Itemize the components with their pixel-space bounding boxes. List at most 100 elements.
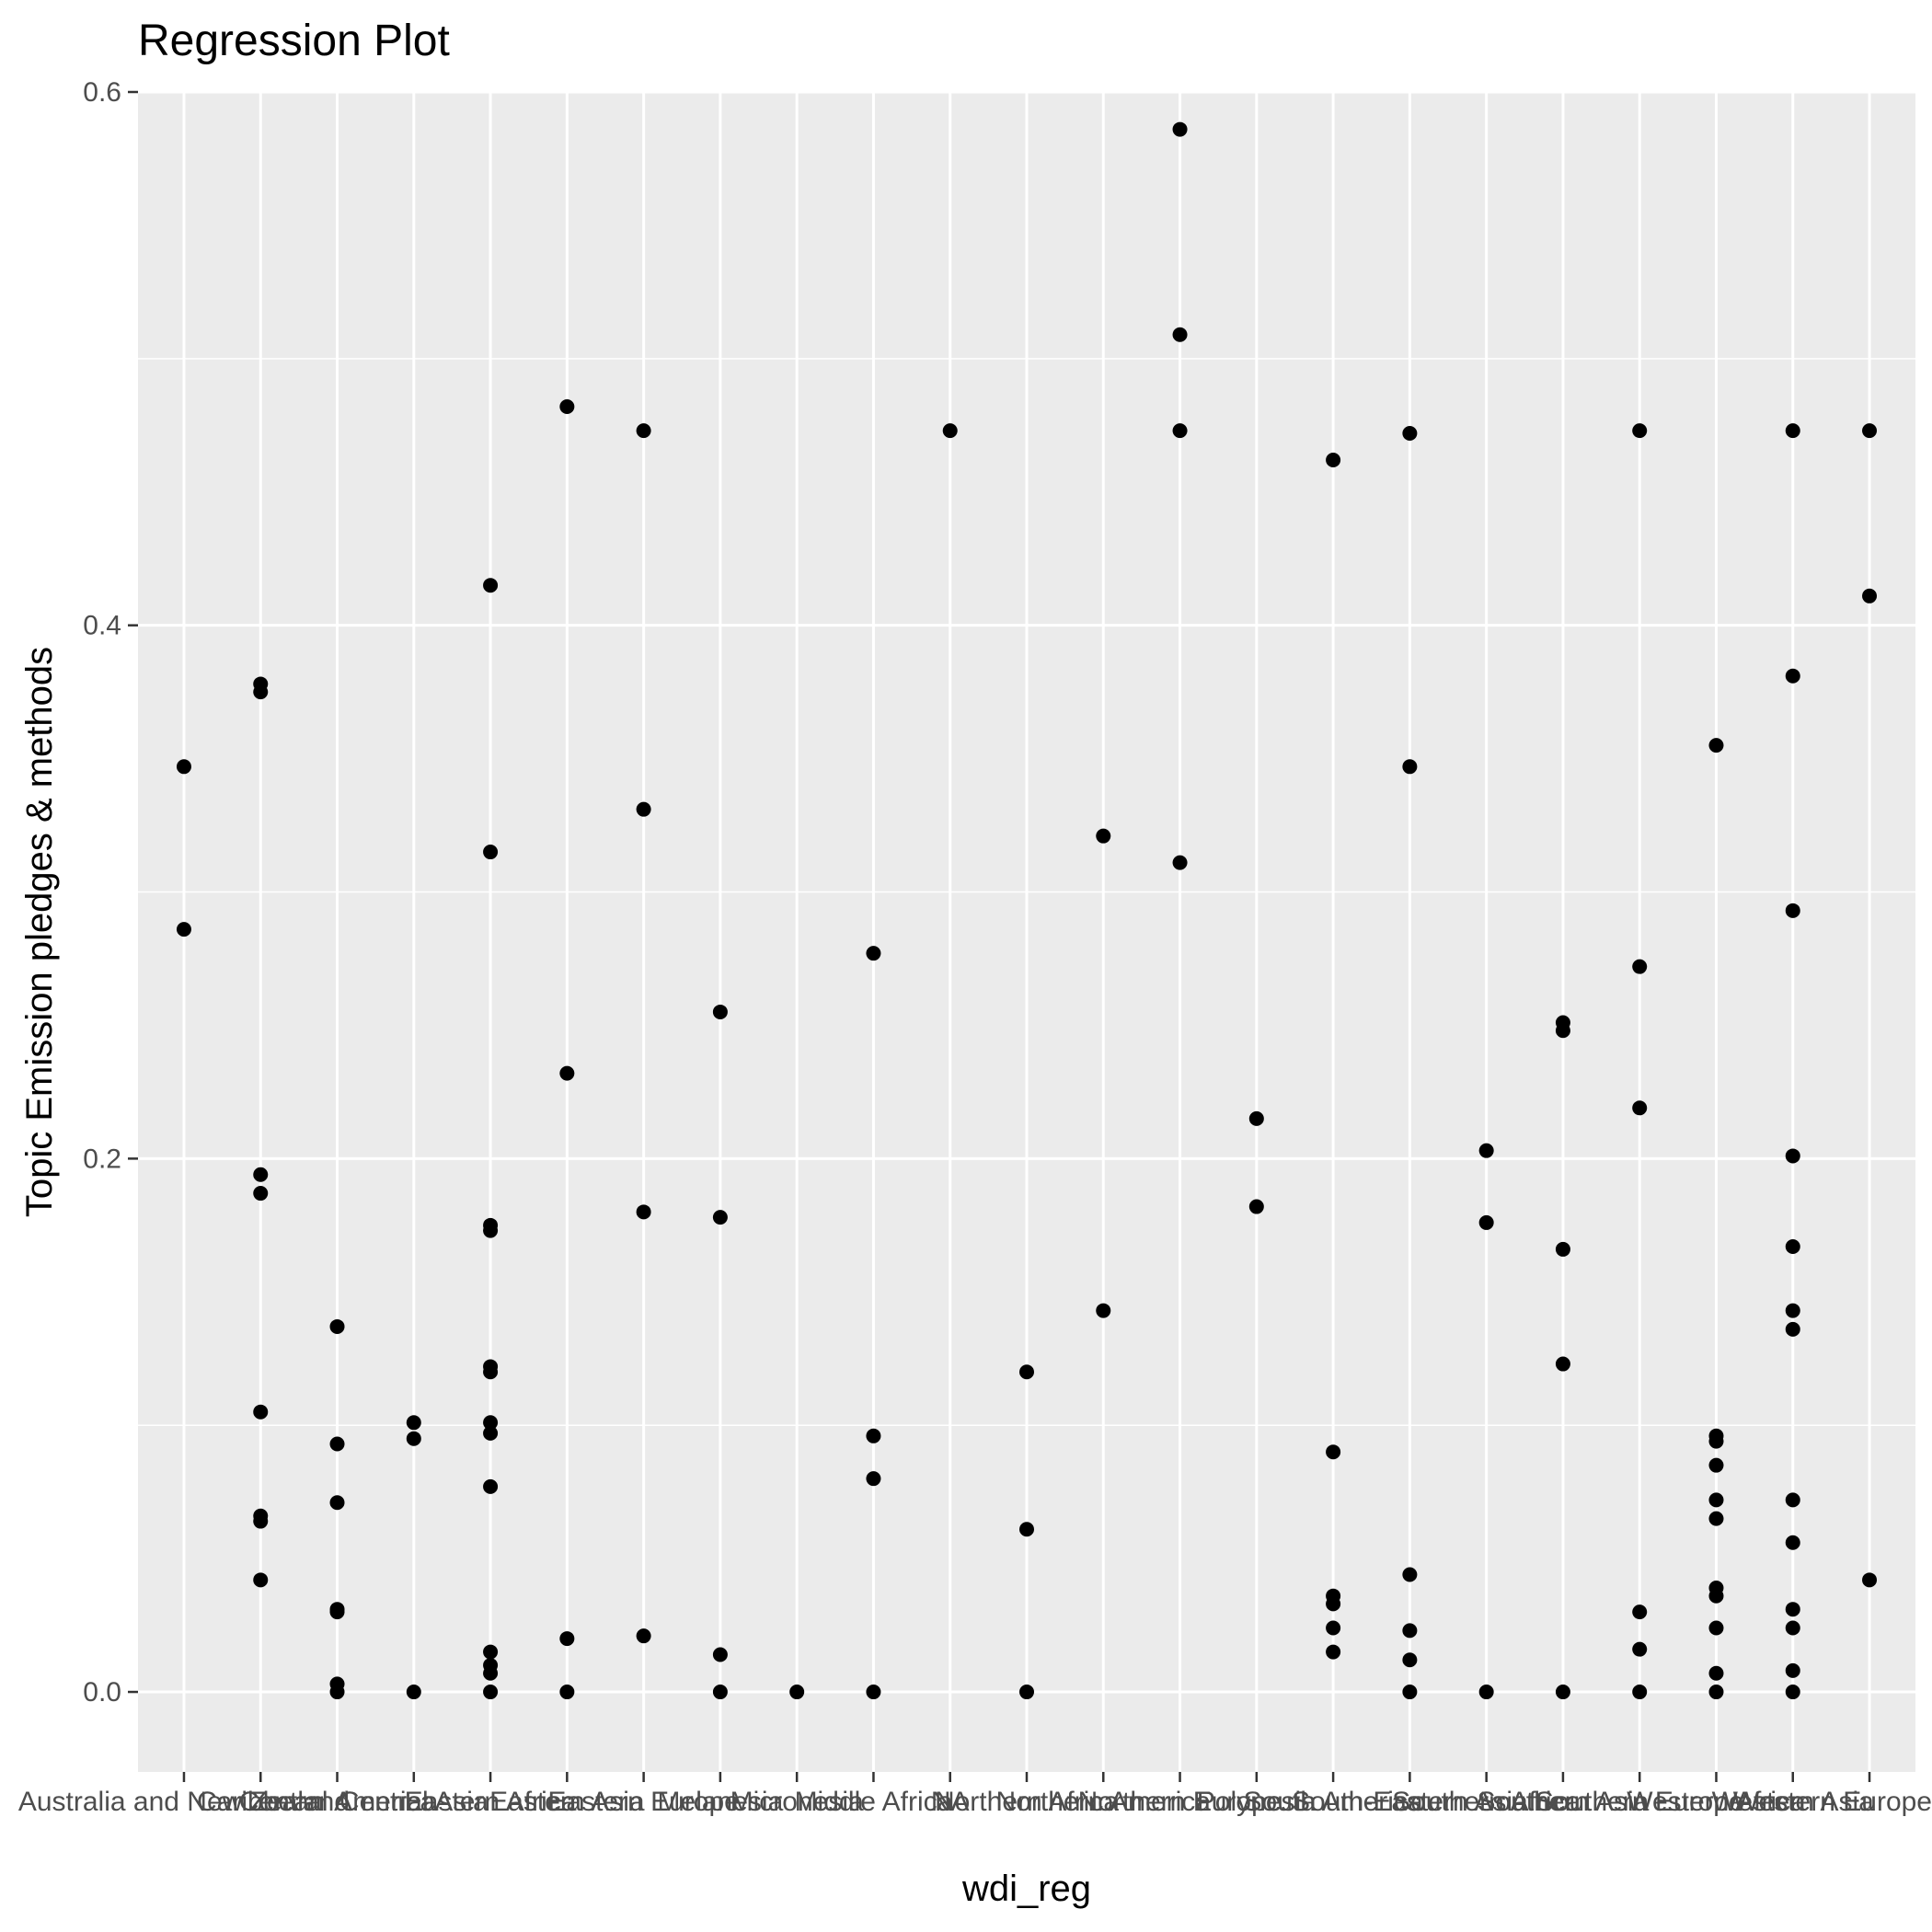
data-points [176, 121, 1878, 1700]
data-point [1402, 759, 1418, 775]
y-axis: 0.0 0.2 0.4 0.6 [83, 77, 138, 1708]
data-point [483, 1415, 499, 1431]
data-point [1708, 1620, 1724, 1636]
data-point [1096, 1303, 1111, 1318]
data-point [483, 1425, 499, 1441]
x-tick-label: Central Asia [339, 1787, 489, 1817]
data-point [636, 1628, 651, 1644]
data-point [1632, 959, 1648, 974]
data-point [176, 922, 191, 937]
data-point [1862, 1572, 1878, 1588]
data-point [1708, 1492, 1724, 1508]
x-tick-label: South-Eastern Asia [1292, 1787, 1528, 1817]
data-point [329, 1495, 345, 1511]
major-gridlines [138, 90, 1915, 1772]
data-point [329, 1604, 345, 1620]
data-point [1785, 1602, 1800, 1617]
data-point [483, 1223, 499, 1238]
x-tick-label: Micronesia [730, 1787, 864, 1817]
data-point [942, 423, 958, 439]
data-point [483, 1665, 499, 1681]
data-point [1862, 588, 1878, 604]
data-point [483, 1364, 499, 1380]
chart-title: Regression Plot [138, 17, 450, 65]
data-point [712, 1004, 728, 1019]
data-point [1708, 1665, 1724, 1681]
x-tick-label: Western Europe [1733, 1787, 1932, 1817]
data-point [329, 1436, 345, 1452]
y-tick-label: 0.4 [83, 611, 121, 641]
data-point [1478, 1214, 1494, 1230]
data-point [1402, 425, 1418, 441]
data-point [483, 1685, 499, 1700]
data-point [1632, 1100, 1648, 1116]
data-point [866, 946, 881, 961]
data-point [483, 1644, 499, 1660]
x-tick-label: Southern Europe [1535, 1787, 1744, 1817]
data-point [253, 1572, 269, 1588]
data-point [1555, 1685, 1570, 1700]
data-point [1326, 1644, 1341, 1660]
data-point [1019, 1522, 1034, 1537]
data-point [1785, 1303, 1800, 1318]
x-tick-label: Caribbean [197, 1787, 324, 1817]
data-point [1326, 1444, 1341, 1460]
data-point [712, 1210, 728, 1225]
data-point [1785, 903, 1800, 918]
data-point [1785, 1620, 1800, 1636]
data-point [789, 1685, 805, 1700]
x-tick-label: Australia and New Zealand [18, 1787, 350, 1817]
data-point [559, 1685, 575, 1700]
data-point [1019, 1685, 1034, 1700]
x-tick-label: Western Africa [1627, 1787, 1806, 1817]
x-tick-label: Eastern Europe [547, 1787, 739, 1817]
x-tick-label: NA [931, 1787, 970, 1817]
data-point [636, 801, 651, 817]
data-point [1248, 1110, 1264, 1126]
y-axis-title: Topic Emission pledges & methods [19, 647, 60, 1217]
x-tick-label: Northern Europe [1078, 1787, 1282, 1817]
data-point [1785, 1535, 1800, 1550]
x-axis-title: wdi_reg [961, 1869, 1091, 1909]
data-point [329, 1318, 345, 1334]
data-point [1019, 1364, 1034, 1380]
data-point [712, 1685, 728, 1700]
data-point [1785, 1662, 1800, 1678]
data-point [1326, 1620, 1341, 1636]
y-tick-label: 0.6 [83, 77, 121, 108]
data-point [1632, 1604, 1648, 1620]
data-point [483, 578, 499, 593]
data-point [253, 1513, 269, 1529]
data-point [253, 1186, 269, 1202]
y-tick-label: 0.2 [83, 1144, 121, 1174]
data-point [1632, 1685, 1648, 1700]
x-tick-label: South America [1244, 1787, 1423, 1817]
data-point [1402, 1652, 1418, 1668]
data-point [1478, 1143, 1494, 1158]
data-point [1785, 1492, 1800, 1508]
x-tick-label: Eastern Africa [405, 1787, 577, 1817]
data-point [1708, 738, 1724, 753]
data-point [1555, 1023, 1570, 1039]
data-point [1862, 423, 1878, 439]
data-point [1785, 1148, 1800, 1164]
data-point [406, 1431, 421, 1446]
data-point [1555, 1356, 1570, 1372]
data-point [559, 1631, 575, 1647]
x-tick-label: Southern Africa [1392, 1787, 1581, 1817]
data-point [1172, 423, 1188, 439]
data-point [866, 1471, 881, 1487]
data-point [1708, 1511, 1724, 1526]
data-point [1172, 121, 1188, 137]
x-tick-label: Central America [239, 1787, 436, 1817]
data-point [559, 1065, 575, 1081]
data-point [483, 845, 499, 860]
data-point [1785, 1239, 1800, 1255]
data-point [1555, 1241, 1570, 1257]
data-point [1478, 1685, 1494, 1700]
data-point [1785, 1685, 1800, 1700]
data-point [253, 1167, 269, 1182]
data-point [1402, 1567, 1418, 1582]
y-tick-label: 0.0 [83, 1677, 121, 1708]
